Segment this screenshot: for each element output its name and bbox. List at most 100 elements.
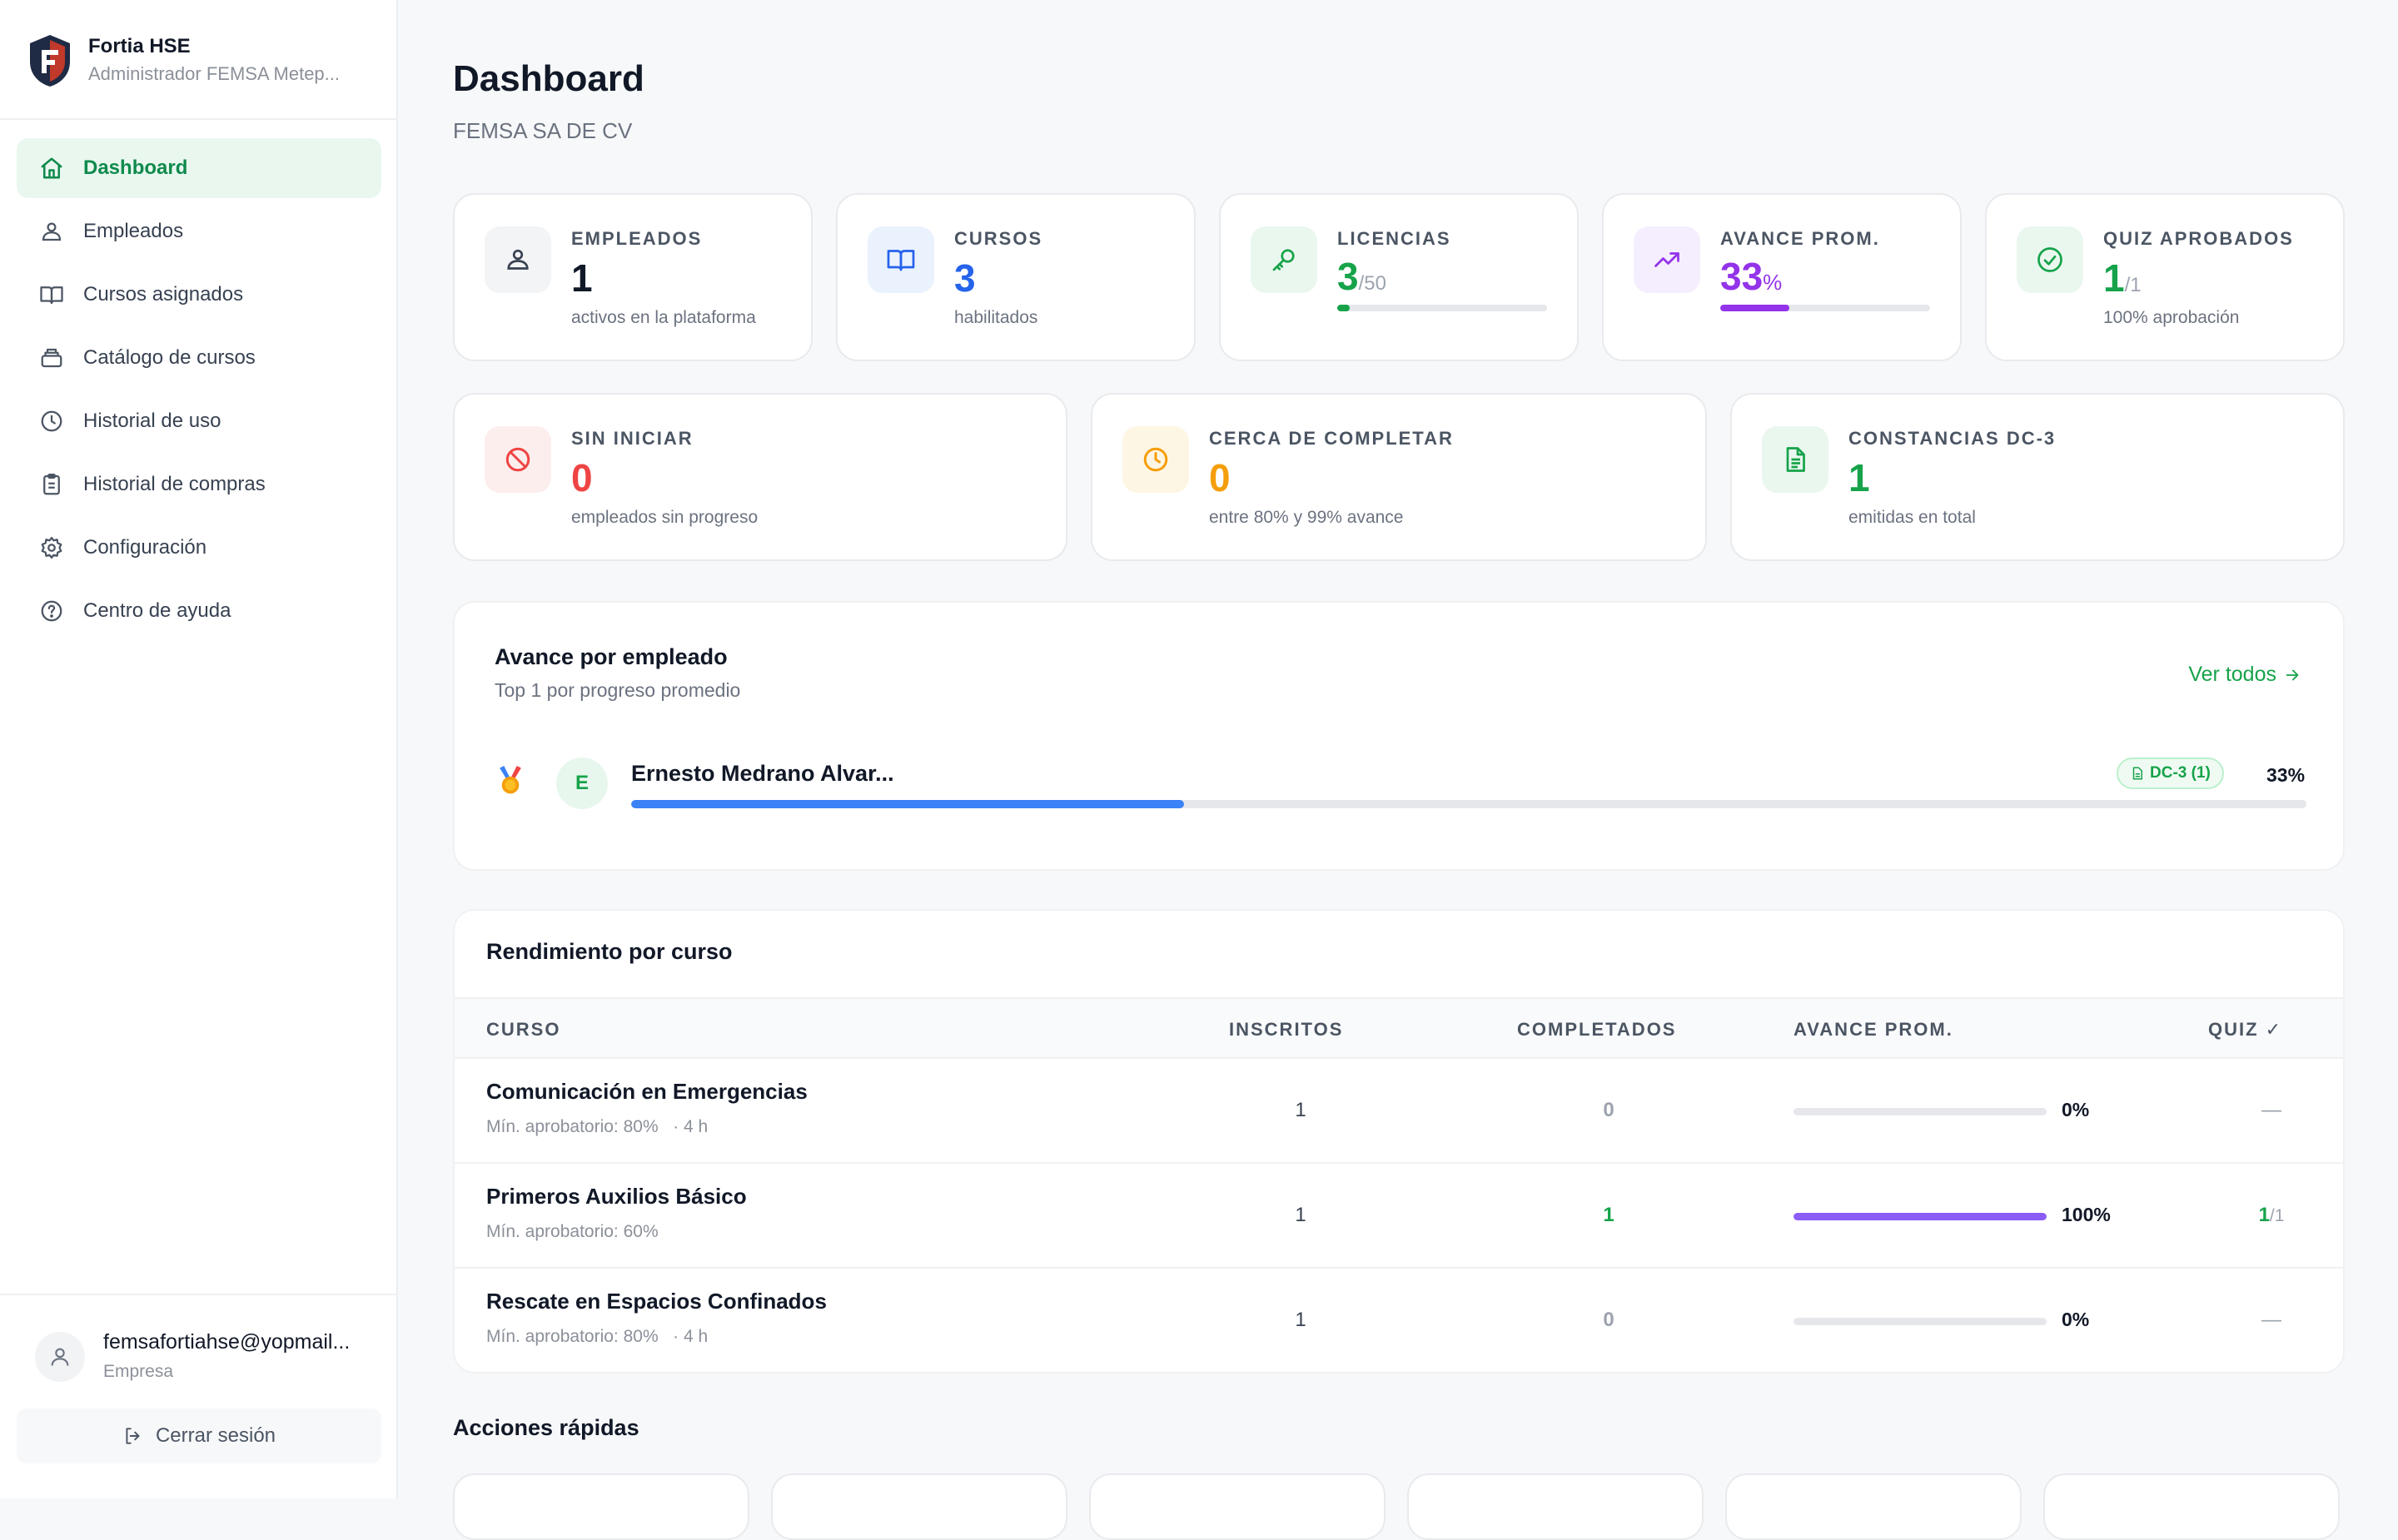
logout-button[interactable]: Cerrar sesión bbox=[17, 1408, 381, 1463]
column-header-curso[interactable]: CURSO bbox=[486, 1019, 561, 1040]
nav-item-historial-compras[interactable]: Historial de compras bbox=[17, 455, 381, 514]
stat-desc: 100% aprobación bbox=[2103, 308, 2240, 327]
ver-todos-link[interactable]: Ver todos bbox=[2188, 663, 2301, 687]
nav-item-cursos-asignados[interactable]: Cursos asignados bbox=[17, 265, 381, 325]
licencias-total: /50 bbox=[1358, 272, 1386, 295]
stat-label: EMPLEADOS bbox=[571, 228, 703, 249]
stat-desc: entre 80% y 99% avance bbox=[1209, 508, 1404, 527]
document-icon bbox=[1762, 426, 1828, 493]
stat-value: 1 bbox=[571, 256, 593, 300]
stat-card-cursos[interactable]: CURSOS 3 habilitados bbox=[836, 193, 1196, 361]
quick-action-card[interactable] bbox=[1725, 1473, 2022, 1540]
inscritos-value: 1 bbox=[1295, 1204, 1306, 1226]
table-row[interactable]: Primeros Auxilios Básico Mín. aprobatori… bbox=[455, 1164, 2343, 1269]
stat-card-licencias[interactable]: LICENCIAS 3/50 bbox=[1219, 193, 1579, 361]
quick-action-card[interactable] bbox=[453, 1473, 749, 1540]
fortia-logo-icon bbox=[30, 35, 70, 87]
nav-item-catalogo[interactable]: Catálogo de cursos bbox=[17, 328, 381, 388]
clock-icon bbox=[1122, 426, 1189, 493]
course-meta: Mín. aprobatorio: 80% · 4 h bbox=[486, 1327, 709, 1346]
licencias-used: 3 bbox=[1337, 255, 1359, 298]
ver-todos-label: Ver todos bbox=[2188, 663, 2276, 686]
column-header-inscritos[interactable]: INSCRITOS bbox=[1229, 1019, 1344, 1040]
column-header-completados[interactable]: COMPLETADOS bbox=[1517, 1019, 1677, 1040]
column-header-quiz[interactable]: QUIZ ✓ bbox=[2208, 1019, 2283, 1040]
course-name: Comunicación en Emergencias bbox=[486, 1079, 808, 1104]
people-icon bbox=[485, 226, 551, 293]
course-meta: Mín. aprobatorio: 80% · 4 h bbox=[486, 1117, 709, 1136]
stat-label: AVANCE PROM. bbox=[1720, 228, 1880, 249]
rendimiento-por-curso-card: Rendimiento por curso CURSO INSCRITOS CO… bbox=[453, 909, 2345, 1374]
avance-number: 33 bbox=[1720, 255, 1764, 298]
logout-icon bbox=[126, 1428, 140, 1444]
stat-card-sin-iniciar[interactable]: SIN INICIAR 0 empleados sin progreso bbox=[453, 393, 1067, 561]
nav-item-historial-uso[interactable]: Historial de uso bbox=[17, 391, 381, 451]
page-title: Dashboard bbox=[453, 58, 644, 99]
nav-item-dashboard[interactable]: Dashboard bbox=[17, 138, 381, 198]
table-row[interactable]: Rescate en Espacios Confinados Mín. apro… bbox=[455, 1269, 2343, 1372]
quick-action-card[interactable] bbox=[1089, 1473, 1386, 1540]
document-icon bbox=[2132, 767, 2142, 780]
nav-label: Configuración bbox=[83, 536, 207, 559]
table-row[interactable]: Comunicación en Emergencias Mín. aprobat… bbox=[455, 1059, 2343, 1164]
stat-card-empleados[interactable]: EMPLEADOS 1 activos en la plataforma bbox=[453, 193, 813, 361]
catalog-icon bbox=[38, 345, 65, 371]
user-role: Empresa bbox=[103, 1362, 174, 1381]
completados-value: 0 bbox=[1603, 1099, 1614, 1121]
dc3-badge: DC-3 (1) bbox=[2117, 758, 2224, 789]
nav-label: Historial de uso bbox=[83, 410, 221, 432]
nav-item-empleados[interactable]: Empleados bbox=[17, 201, 381, 261]
course-progress-percent: 0% bbox=[2062, 1099, 2090, 1120]
nav-label: Cursos asignados bbox=[83, 283, 244, 306]
employee-name[interactable]: Ernesto Medrano Alvar... bbox=[631, 761, 894, 786]
check-circle-icon bbox=[2017, 226, 2083, 293]
quiz-value: 1/1 bbox=[2238, 1204, 2305, 1227]
gear-icon bbox=[38, 534, 65, 561]
stat-value: 1/1 bbox=[2103, 256, 2142, 307]
employee-progress-percent: 33% bbox=[2266, 764, 2306, 786]
nav-label: Centro de ayuda bbox=[83, 599, 231, 622]
progress-fill bbox=[631, 800, 1184, 808]
progress-fill bbox=[1337, 305, 1351, 311]
stat-card-cerca-completar[interactable]: CERCA DE COMPLETAR 0 entre 80% y 99% ava… bbox=[1091, 393, 1707, 561]
main-nav: Dashboard Empleados Cursos asignados Cat… bbox=[17, 138, 381, 644]
user-email: femsafortiahse@yopmail... bbox=[103, 1330, 351, 1354]
key-icon bbox=[1251, 226, 1317, 293]
dc3-badge-label: DC-3 (1) bbox=[2150, 764, 2211, 782]
sidebar: Fortia HSE Administrador FEMSA Metep... … bbox=[0, 0, 398, 1498]
quiz-passed: 1 bbox=[2103, 256, 2125, 300]
avance-por-empleado-card: Avance por empleado Top 1 por progreso p… bbox=[453, 601, 2345, 871]
quiz-value: — bbox=[2261, 1099, 2281, 1121]
stat-label: CURSOS bbox=[954, 228, 1043, 249]
completados-value: 1 bbox=[1603, 1204, 1614, 1226]
quick-action-card[interactable] bbox=[1407, 1473, 1704, 1540]
avatar[interactable] bbox=[35, 1332, 85, 1382]
nav-item-configuracion[interactable]: Configuración bbox=[17, 518, 381, 578]
stat-card-constancias[interactable]: CONSTANCIAS DC-3 1 emitidas en total bbox=[1730, 393, 2345, 561]
stat-value: 3/50 bbox=[1337, 255, 1386, 306]
stat-card-quiz[interactable]: QUIZ APROBADOS 1/1 100% aprobación bbox=[1985, 193, 2345, 361]
stat-label: LICENCIAS bbox=[1337, 228, 1451, 249]
quiz-total: /1 bbox=[2269, 1206, 2285, 1225]
inscritos-value: 1 bbox=[1295, 1309, 1306, 1331]
completados-value: 0 bbox=[1603, 1309, 1614, 1331]
employee-avatar: E bbox=[556, 758, 608, 809]
column-header-avance[interactable]: AVANCE PROM. bbox=[1794, 1019, 1953, 1040]
licencias-progress-bar bbox=[1337, 305, 1547, 311]
course-progress-percent: 100% bbox=[2062, 1204, 2111, 1225]
nav-label: Empleados bbox=[83, 220, 184, 242]
stat-value: 33% bbox=[1720, 255, 1782, 304]
arrow-right-icon bbox=[2286, 669, 2299, 680]
clipboard-icon bbox=[38, 471, 65, 498]
nav-item-centro-ayuda[interactable]: Centro de ayuda bbox=[17, 581, 381, 641]
stat-card-avance[interactable]: AVANCE PROM. 33% bbox=[1602, 193, 1962, 361]
stat-label: CERCA DE COMPLETAR bbox=[1209, 428, 1454, 449]
table-header: CURSO INSCRITOS COMPLETADOS AVANCE PROM.… bbox=[455, 997, 2343, 1059]
book-icon bbox=[868, 226, 934, 293]
employee-progress-bar bbox=[631, 800, 2306, 808]
quick-action-card[interactable] bbox=[2043, 1473, 2340, 1540]
quiz-value: — bbox=[2261, 1309, 2281, 1331]
quick-action-card[interactable] bbox=[771, 1473, 1067, 1540]
ban-icon bbox=[485, 426, 551, 493]
quiz-passed: 1 bbox=[2258, 1204, 2270, 1226]
